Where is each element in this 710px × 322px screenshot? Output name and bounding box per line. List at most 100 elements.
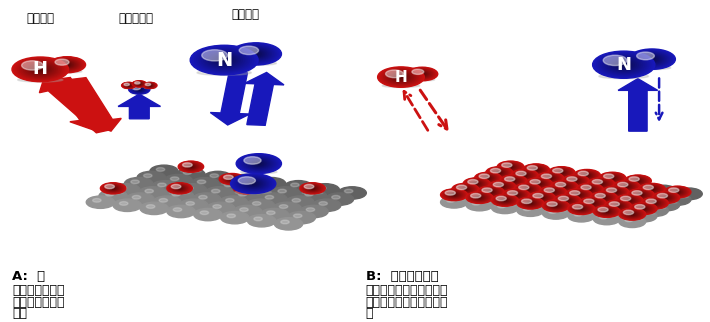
Circle shape [104,184,122,192]
Circle shape [526,166,546,174]
Circle shape [128,85,130,86]
Ellipse shape [554,190,575,193]
Circle shape [660,195,672,200]
Circle shape [137,89,141,90]
Circle shape [671,189,684,195]
Circle shape [493,183,511,190]
Circle shape [580,208,582,209]
Circle shape [605,211,608,212]
Circle shape [607,176,618,180]
Circle shape [581,185,599,193]
Circle shape [182,163,192,167]
Circle shape [503,171,511,175]
Circle shape [545,196,554,199]
Circle shape [599,215,608,219]
Circle shape [554,182,575,191]
Circle shape [601,174,623,183]
Circle shape [639,194,643,195]
Circle shape [622,204,630,208]
Circle shape [565,200,569,201]
Circle shape [488,167,511,178]
Circle shape [575,206,588,212]
Circle shape [463,178,490,190]
Text: アンモニア: アンモニア [119,12,153,24]
Circle shape [443,190,465,200]
Circle shape [245,184,273,196]
Circle shape [544,188,562,196]
Circle shape [590,202,595,204]
Circle shape [51,58,83,72]
Circle shape [480,187,501,197]
Circle shape [448,192,460,197]
Circle shape [500,162,521,172]
Circle shape [534,169,538,171]
Ellipse shape [568,199,589,201]
Circle shape [542,187,564,197]
Circle shape [66,64,68,65]
Circle shape [109,186,117,190]
Circle shape [442,190,466,200]
Circle shape [471,194,488,201]
Circle shape [495,171,504,175]
Circle shape [293,214,302,218]
Circle shape [418,72,426,76]
Circle shape [608,176,617,180]
Circle shape [615,181,638,192]
Circle shape [567,177,584,185]
Circle shape [505,177,515,181]
Circle shape [618,183,635,190]
Circle shape [621,184,632,189]
Circle shape [498,185,506,188]
Circle shape [236,45,276,63]
Circle shape [560,185,569,188]
Circle shape [496,196,506,201]
Circle shape [628,200,630,201]
Circle shape [568,203,595,214]
Circle shape [14,58,67,81]
Circle shape [626,175,650,186]
Circle shape [517,205,544,216]
Circle shape [531,193,552,202]
Circle shape [652,192,679,204]
Circle shape [600,183,602,184]
Circle shape [208,53,240,67]
Circle shape [244,157,274,170]
Circle shape [490,181,515,192]
Circle shape [205,187,234,199]
Circle shape [574,193,583,197]
Circle shape [550,203,562,209]
Circle shape [616,205,620,207]
Circle shape [547,176,554,180]
Circle shape [190,166,192,167]
Circle shape [572,204,591,213]
Circle shape [126,84,131,87]
Ellipse shape [466,188,487,190]
Circle shape [384,70,418,85]
Circle shape [563,175,588,186]
Ellipse shape [241,170,277,174]
Circle shape [574,177,601,189]
Circle shape [498,172,501,173]
Circle shape [456,185,475,194]
Circle shape [611,59,636,70]
Circle shape [279,205,288,208]
Circle shape [271,187,300,199]
Ellipse shape [131,92,148,94]
Circle shape [635,192,647,197]
Circle shape [200,49,249,71]
Circle shape [650,188,655,190]
Circle shape [63,63,71,66]
Circle shape [175,186,184,190]
Circle shape [38,69,42,70]
Circle shape [192,193,221,205]
Circle shape [311,187,315,189]
Circle shape [614,192,616,193]
Circle shape [511,177,538,189]
Circle shape [604,55,627,66]
Circle shape [420,73,425,75]
Circle shape [519,198,542,208]
Circle shape [499,162,523,172]
Circle shape [606,188,625,196]
Circle shape [483,188,499,195]
Circle shape [510,180,516,182]
